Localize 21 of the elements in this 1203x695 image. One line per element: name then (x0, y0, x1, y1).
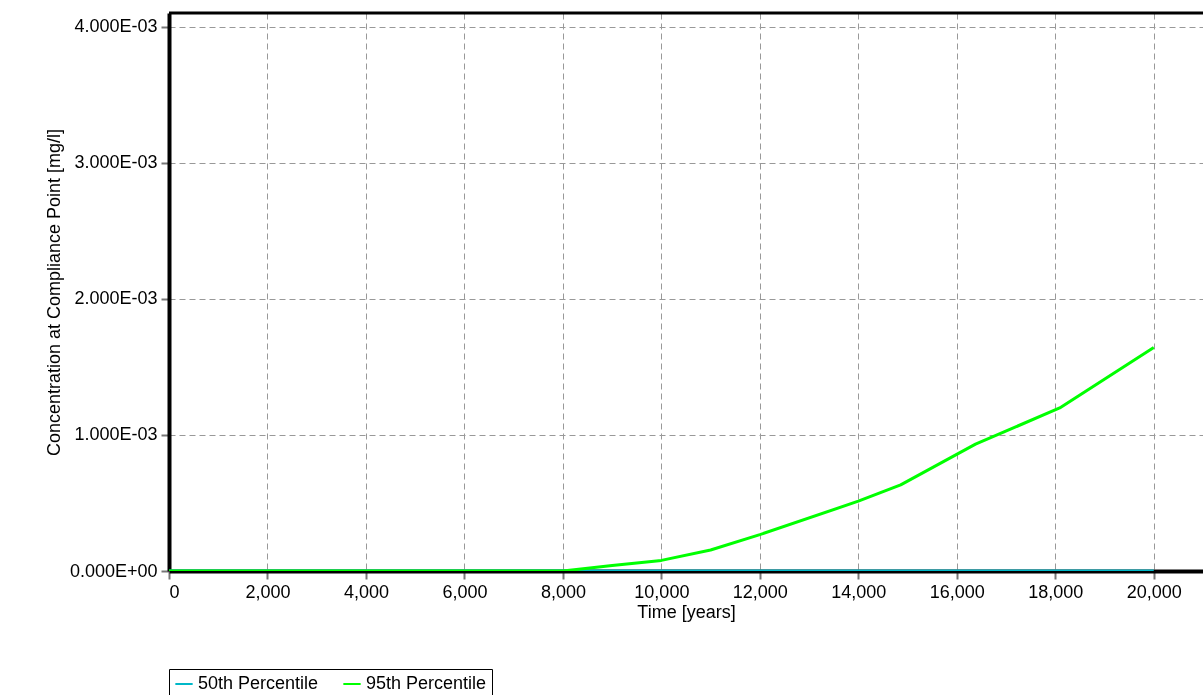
y-axis-title: Concentration at Compliance Point [mg/l] (43, 128, 64, 457)
x-tick-label: 6,000 (442, 581, 488, 602)
y-tick-label: 0.000E+00 (69, 560, 158, 581)
y-tick-label: 2.000E-03 (74, 288, 158, 309)
y-tick-label: 3.000E-03 (74, 152, 158, 173)
x-tick-label: 4,000 (343, 581, 389, 602)
x-axis-title: Time [years] (637, 601, 736, 622)
x-tick-label: 8,000 (540, 581, 586, 602)
x-tick-label: 18,000 (1028, 581, 1084, 602)
x-tick-label: 14,000 (831, 581, 887, 602)
legend-label: 50th Percentile (198, 673, 319, 693)
x-tick-label: 16,000 (929, 581, 985, 602)
x-tick-label: 2,000 (245, 581, 291, 602)
y-tick-label: 4.000E-03 (74, 16, 158, 37)
x-tick-label: 0 (169, 581, 180, 602)
legend-label: 95th Percentile (366, 673, 487, 693)
y-tick-label: 1.000E-03 (74, 424, 158, 445)
x-tick-label: 10,000 (634, 581, 690, 602)
x-tick-label: 12,000 (732, 581, 788, 602)
line-series (169, 345, 1156, 571)
x-tick-label: 20,000 (1126, 581, 1182, 602)
